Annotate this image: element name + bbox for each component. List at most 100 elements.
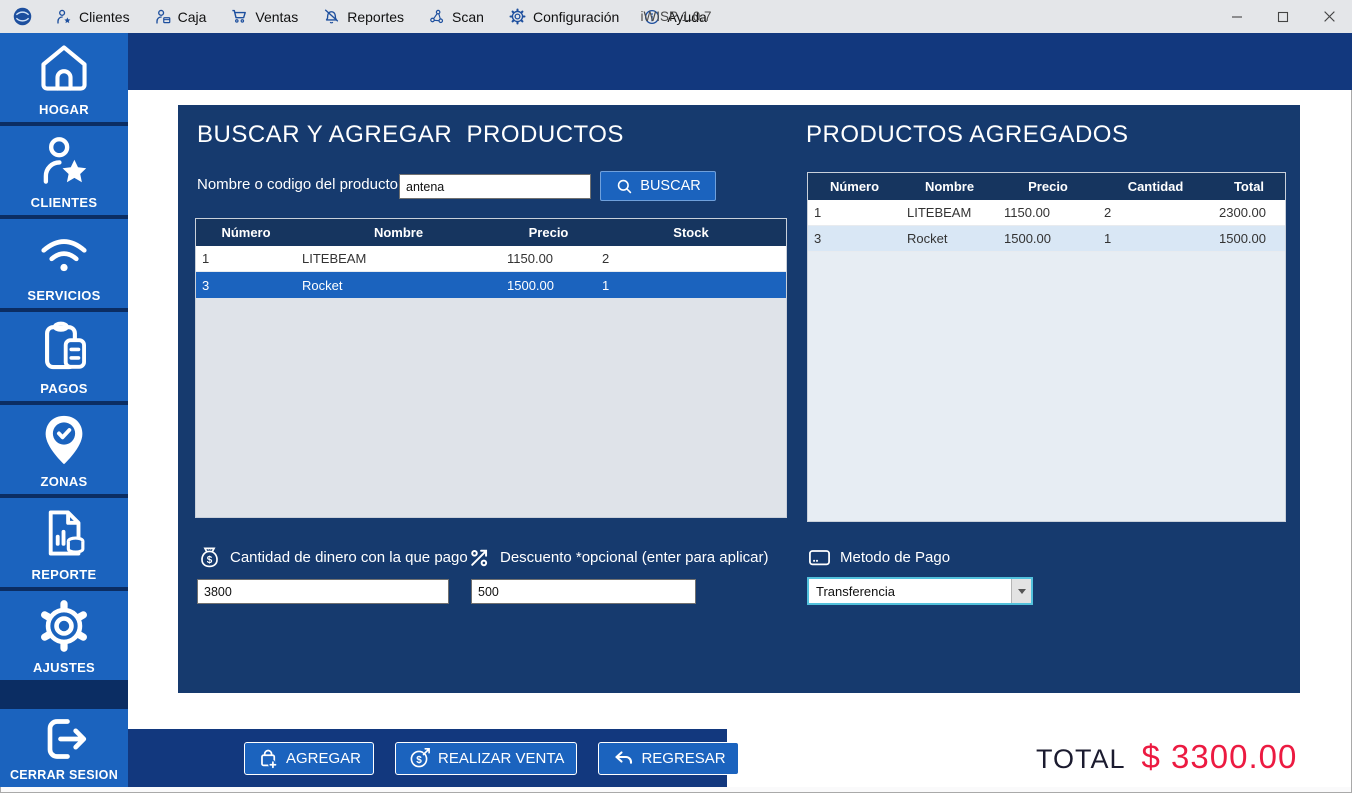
- menu-item-configuracion[interactable]: Configuración: [506, 0, 621, 33]
- cell-total: 1500.00: [1219, 231, 1266, 246]
- sidebar-item-label: CLIENTES: [30, 195, 98, 210]
- sidebar-item-cerrar-sesion[interactable]: CERRAR SESION: [0, 709, 128, 787]
- report-doc-icon: [35, 498, 93, 567]
- home-icon: [35, 33, 93, 102]
- cell-numero: 1: [814, 205, 822, 220]
- regresar-button-label: REGRESAR: [641, 749, 726, 767]
- credit-card-icon: [809, 550, 830, 566]
- search-section-title: BUSCAR Y AGREGAR PRODUCTOS: [197, 121, 624, 148]
- menu-item-reportes[interactable]: Reportes: [320, 0, 406, 33]
- person-card-icon: [155, 9, 170, 24]
- table-row-selected[interactable]: 3 Rocket 1500.00 1: [196, 272, 786, 298]
- discount-input[interactable]: [471, 579, 696, 604]
- menu-item-caja[interactable]: Caja: [152, 0, 209, 33]
- sidebar-item-hogar[interactable]: HOGAR: [0, 33, 128, 122]
- menu-bar: Clientes Caja Ventas Reportes Scan Confi…: [0, 0, 709, 33]
- products-table-header: Número Nombre Precio Stock: [196, 219, 786, 246]
- added-products-table: Número Nombre Precio Cantidad Total 1 LI…: [807, 172, 1286, 522]
- menu-label: Scan: [452, 8, 484, 25]
- col-header: Precio: [528, 225, 569, 240]
- bag-plus-icon: [261, 749, 278, 769]
- added-table-header: Número Nombre Precio Cantidad Total: [808, 173, 1285, 200]
- clipboard-icon: [35, 312, 93, 381]
- menu-label: Ventas: [255, 8, 299, 25]
- title-bar: Clientes Caja Ventas Reportes Scan Confi…: [0, 0, 1352, 33]
- menu-label: Clientes: [79, 8, 130, 25]
- cell-stock: 2: [602, 251, 610, 266]
- sidebar-item-label: CERRAR SESION: [9, 768, 119, 782]
- close-icon: [1323, 11, 1335, 22]
- sidebar: HOGAR CLIENTES SERVICIOS PAGOS ZONAS: [0, 33, 128, 787]
- cell-numero: 3: [814, 231, 822, 246]
- cash-input[interactable]: [197, 579, 449, 604]
- return-arrow-icon: [615, 751, 633, 764]
- menu-label: Caja: [177, 8, 207, 25]
- table-row[interactable]: 1 LITEBEAM 1150.00 2 2300.00: [808, 200, 1285, 226]
- cell-cantidad: 1: [1104, 231, 1112, 246]
- col-header: Stock: [673, 225, 709, 240]
- wifi-icon: [35, 219, 93, 288]
- added-section-title: PRODUCTOS AGREGADOS: [806, 121, 1129, 148]
- cash-label: $ Cantidad de dinero con la que pago: [197, 545, 468, 570]
- cell-stock: 1: [602, 277, 610, 293]
- logout-icon: [36, 709, 92, 768]
- total-display: TOTAL $ 3300.00: [1036, 738, 1297, 776]
- search-icon: [618, 179, 632, 193]
- menu-item-ventas[interactable]: Ventas: [228, 0, 300, 33]
- svg-text:$: $: [207, 555, 213, 566]
- col-header: Número: [829, 179, 880, 194]
- col-header: Cantidad: [1127, 179, 1184, 194]
- menu-item-scan[interactable]: Scan: [426, 0, 486, 33]
- table-row[interactable]: 1 LITEBEAM 1150.00 2: [196, 246, 786, 272]
- cell-precio: 1500.00: [507, 277, 554, 293]
- minimize-button[interactable]: [1214, 0, 1260, 33]
- gear-icon: [35, 591, 93, 660]
- cart-icon: [232, 9, 247, 23]
- dollar-circle-arrow-icon: $: [410, 746, 430, 768]
- nodes-icon: [430, 9, 444, 23]
- payment-method-value: Transferencia: [816, 583, 895, 599]
- menu-item-clientes[interactable]: Clientes: [53, 0, 132, 33]
- close-button[interactable]: [1306, 0, 1352, 33]
- cell-total: 2300.00: [1219, 205, 1266, 220]
- realizar-venta-button-label: REALIZAR VENTA: [438, 749, 565, 767]
- cell-precio: 1500.00: [1004, 231, 1051, 246]
- agregar-button[interactable]: AGREGAR: [244, 741, 375, 775]
- sidebar-item-reporte[interactable]: REPORTE: [0, 498, 128, 587]
- payment-method-dropdown[interactable]: Transferencia: [807, 577, 1033, 605]
- cell-nombre: Rocket: [907, 231, 948, 246]
- col-header: Número: [221, 225, 271, 240]
- sidebar-item-label: HOGAR: [39, 102, 89, 117]
- sidebar-item-label: PAGOS: [40, 381, 88, 396]
- person-star-icon: [57, 9, 71, 24]
- maximize-button[interactable]: [1260, 0, 1306, 33]
- menu-label: Ayuda: [667, 8, 707, 25]
- dropdown-arrow-button[interactable]: [1011, 579, 1031, 603]
- window-bottom-strip: [1, 787, 1351, 792]
- total-label: TOTAL: [1036, 744, 1126, 774]
- realizar-venta-button[interactable]: $ REALIZAR VENTA: [395, 741, 578, 775]
- menu-item-ayuda[interactable]: Ayuda: [641, 0, 708, 33]
- buscar-button[interactable]: BUSCAR: [600, 171, 716, 201]
- product-search-label: Nombre o codigo del producto:: [197, 176, 403, 193]
- sidebar-item-ajustes[interactable]: AJUSTES: [0, 591, 128, 680]
- chevron-down-icon: [1017, 588, 1026, 594]
- cell-cantidad: 2: [1104, 205, 1112, 220]
- bell-slash-icon: [325, 9, 339, 24]
- regresar-button[interactable]: REGRESAR: [598, 741, 739, 775]
- sidebar-item-pagos[interactable]: PAGOS: [0, 312, 128, 401]
- maximize-icon: [1277, 11, 1289, 22]
- sidebar-item-clientes[interactable]: CLIENTES: [0, 126, 128, 215]
- money-bag-icon: $: [201, 547, 218, 568]
- top-band: [128, 33, 1352, 90]
- sidebar-item-label: AJUSTES: [32, 660, 96, 675]
- product-search-input[interactable]: [399, 174, 591, 199]
- sidebar-item-servicios[interactable]: SERVICIOS: [0, 219, 128, 308]
- map-pin-check-icon: [35, 405, 93, 474]
- sidebar-item-zonas[interactable]: ZONAS: [0, 405, 128, 494]
- sidebar-item-label: REPORTE: [31, 567, 97, 582]
- cell-precio: 1150.00: [507, 251, 554, 266]
- cell-precio: 1150.00: [1004, 205, 1051, 220]
- table-row[interactable]: 3 Rocket 1500.00 1 1500.00: [808, 226, 1285, 252]
